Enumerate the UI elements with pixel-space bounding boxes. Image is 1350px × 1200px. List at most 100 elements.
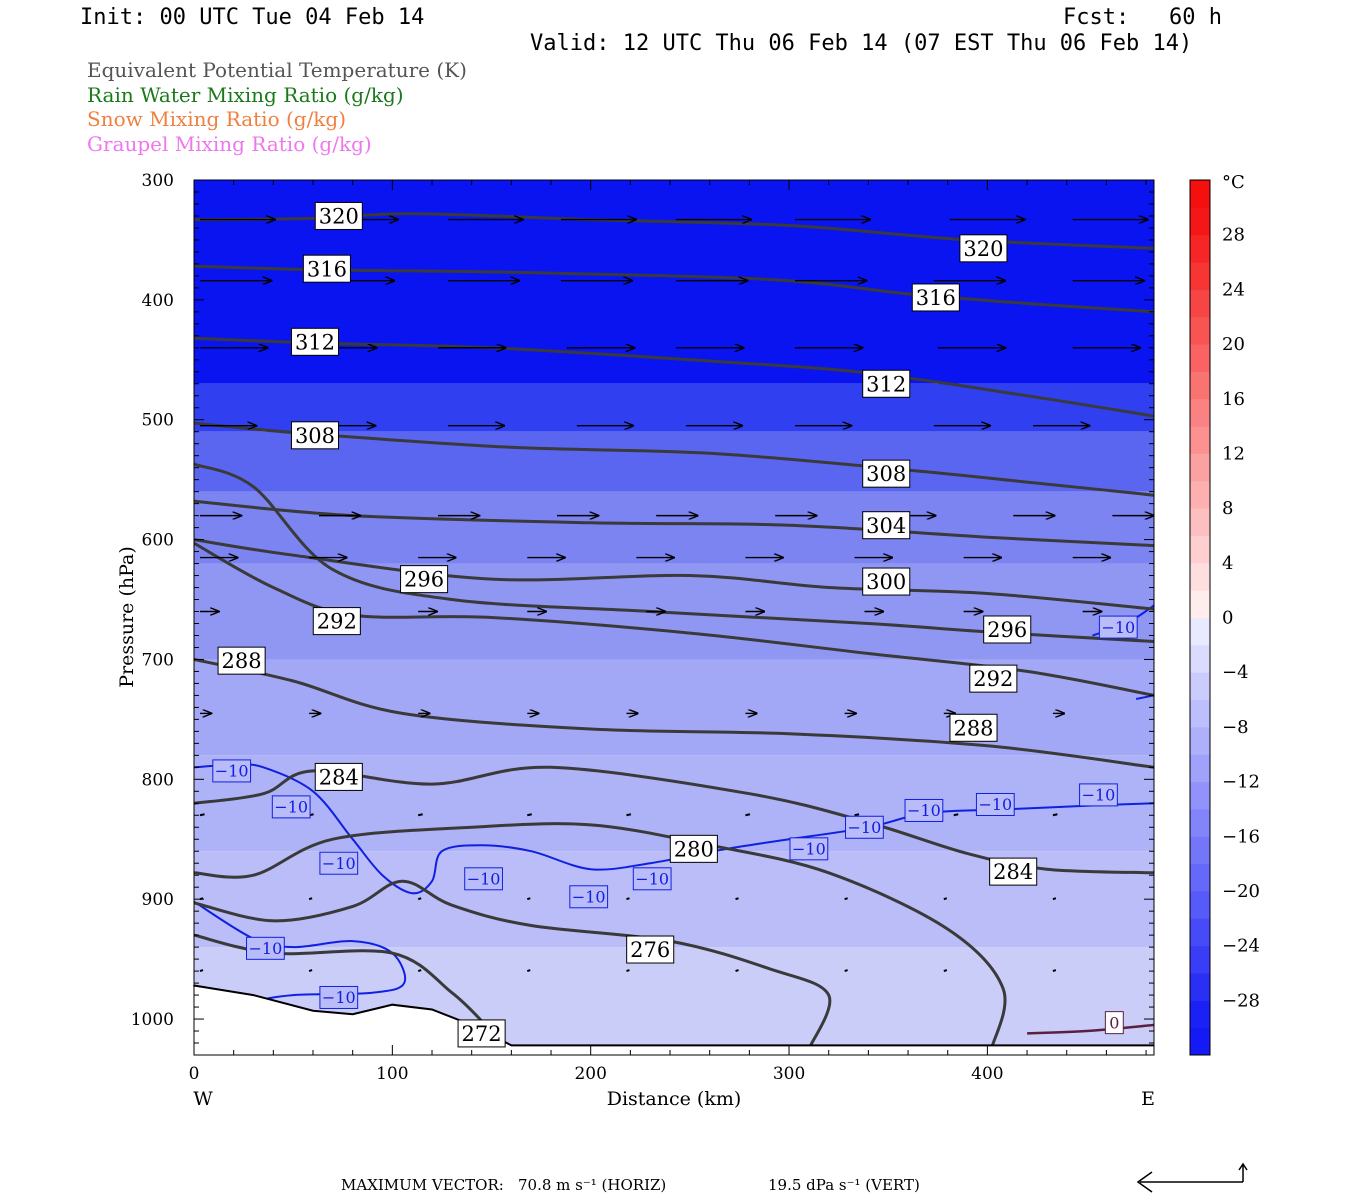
colorbar-swatch [1190,863,1210,892]
max-vector-horiz: 70.8 m s⁻¹ (HORIZ) [518,1176,667,1194]
svg-text:−10: −10 [322,988,356,1007]
colorbar-swatch [1190,562,1210,591]
theta-e-label: 284 [989,857,1038,886]
wind-arrow [735,969,739,973]
y-tick-label: 600 [142,531,174,551]
svg-text:312: 312 [866,372,906,396]
theta-e-label: 288 [217,646,266,675]
svg-text:−10: −10 [907,801,941,820]
colorbar-swatch [1190,890,1210,919]
x-tick-label: 100 [376,1064,408,1084]
colorbar-label: −8 [1222,717,1249,738]
wind-arrow [199,813,205,817]
colorbar-swatch [1190,234,1210,263]
svg-text:284: 284 [993,860,1033,884]
wind-arrow [943,897,948,901]
wind-arrow [417,897,422,901]
svg-text:272: 272 [462,1022,502,1046]
wind-arrow [1052,969,1057,973]
svg-text:296: 296 [987,618,1027,642]
theta-e-label: 272 [457,1019,506,1048]
colorbar-label: 0 [1222,608,1233,629]
svg-text:300: 300 [866,570,906,594]
theta-e-label: 284 [314,762,363,791]
svg-text:316: 316 [307,257,347,281]
isotherm-label: −10 [569,885,609,909]
svg-text:304: 304 [866,514,906,538]
colorbar-swatch [1190,699,1210,728]
svg-text:−10: −10 [249,939,283,958]
theta-e-label: 276 [626,935,675,964]
colorbar-swatch [1190,1000,1210,1029]
theta-e-line-272 [194,933,487,1027]
theta-e-line-280 [194,822,1007,1050]
wind-vectors [199,220,1154,973]
y-tick-label: 700 [142,650,174,670]
axes: 300 400 500 600 700 800 900 1000 0 100 200 300 400 [131,171,1154,1084]
wind-arrow [417,969,422,973]
colorbar-swatch [1190,672,1210,701]
x-tick-label: 300 [773,1064,805,1084]
theta-e-label: 320 [959,234,1008,263]
colorbar-swatch [1190,453,1210,482]
wind-arrow [417,813,423,817]
y-tick-label: 300 [142,171,174,191]
colorbar-label: 28 [1222,225,1245,246]
colorbar-label: −20 [1222,881,1260,902]
colorbar-swatch [1190,726,1210,755]
svg-text:−10: −10 [848,818,882,837]
theta-e-label: 296 [400,565,449,594]
legend-rain: Rain Water Mixing Ratio (g/kg) [87,83,404,107]
colorbar-unit: °C [1222,172,1245,193]
svg-text:−10: −10 [467,870,501,889]
colorbar-swatch [1190,508,1210,536]
colorbar-swatch [1190,945,1210,974]
colorbar-swatch [1190,371,1210,400]
wind-arrow [199,969,204,973]
svg-text:296: 296 [404,568,444,592]
colorbar-swatch [1190,754,1210,783]
theta-e-label: 300 [862,567,911,596]
max-vector-vert: 19.5 dPa s⁻¹ (VERT) [768,1176,920,1194]
wind-arrow [526,897,531,901]
theta-e-label: 280 [669,834,718,863]
temp-band [194,431,1154,492]
colorbar-label: −4 [1222,662,1249,683]
theta-e-label: 312 [290,327,340,356]
wind-arrow [626,813,632,817]
isotherm-label: −10 [271,795,311,819]
x-end-left: W [193,1088,213,1110]
wind-arrow [735,897,739,901]
plot-frame [193,179,1155,1056]
svg-text:288: 288 [953,716,993,740]
init-time: Init: 00 UTC Tue 04 Feb 14 [80,5,425,30]
svg-text:284: 284 [319,765,359,789]
legend-theta-e: Equivalent Potential Temperature (K) [87,58,467,82]
svg-text:312: 312 [295,330,335,354]
wind-arrow [526,969,531,973]
colorbar-frame [1189,179,1211,1056]
forecast-hour: Fcst: 60 h [1063,5,1222,30]
colorbar-swatch [1190,617,1210,646]
svg-text:292: 292 [973,667,1013,691]
svg-text:−10: −10 [1101,618,1135,637]
colorbar-label: −12 [1222,772,1260,793]
isotherm-label: −10 [246,936,285,960]
colorbar-swatch [1190,535,1210,564]
y-tick-label: 800 [142,770,174,790]
theta-e-line-288 [194,658,1154,769]
zero-isotherm-label: 0 [1104,1011,1124,1035]
colorbar-swatch [1190,644,1210,673]
temp-band [194,491,1154,564]
terrain-fill [194,985,1154,1055]
theta-e-label: 316 [911,283,960,312]
colorbar-swatch [1190,1027,1210,1056]
y-axis-title: Pressure (hPa) [116,546,138,688]
theta-e-label: 316 [302,254,351,283]
isotherm-label: −10 [212,759,252,783]
colorbar-label: 4 [1222,553,1233,574]
isotherm-label: −10 [975,792,1015,816]
y-tick-label: 900 [142,890,174,910]
svg-text:−10: −10 [635,870,669,889]
colorbar-swatch [1190,918,1210,947]
